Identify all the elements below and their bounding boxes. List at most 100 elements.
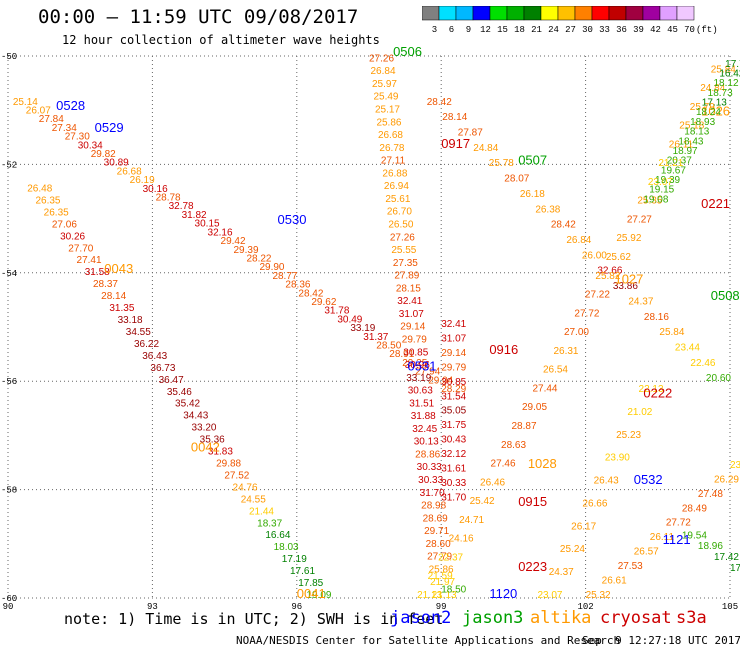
scale-tick-label: 6 (449, 25, 454, 34)
swh-value-label: 28.86 (415, 449, 440, 460)
swh-value-label: 31.58 (85, 267, 110, 278)
swh-value-label: 26.17 (571, 521, 596, 532)
x-tick-label: 102 (577, 602, 593, 610)
mission-cryosat: cryosat (600, 608, 672, 628)
swh-value-label: 31.54 (441, 391, 466, 402)
y-tick-label: -58 (1, 486, 17, 496)
swh-value-label: 31.88 (411, 411, 436, 422)
pass-id-label: 0917 (441, 136, 470, 151)
swh-value-label: 25.23 (616, 430, 641, 441)
swh-value-label: 30.16 (143, 184, 168, 195)
swh-value-label: 26.35 (35, 195, 60, 206)
swh-value-label: 27.44 (532, 383, 557, 394)
swh-value-label: 23.90 (605, 453, 630, 464)
swh-value-label: 19.09 (306, 590, 331, 601)
pass-id-label: 0531 (408, 358, 437, 373)
swh-value-label: 34.43 (183, 411, 208, 422)
scale-tick-label: 9 (466, 25, 471, 34)
swh-value-label: 17.85 (298, 578, 323, 589)
pass-id-label: 0043 (104, 261, 133, 276)
swh-value-label: 26.84 (370, 66, 395, 77)
swh-value-label: 25.24 (560, 544, 585, 555)
swh-value-label: 24.55 (241, 494, 266, 505)
swh-value-label: 25.14 (13, 97, 38, 108)
swh-value-label: 24.84 (473, 143, 498, 154)
swh-value-label: 17.42 (714, 552, 739, 563)
swh-value-label: 21.21 (658, 158, 683, 169)
swh-value-label: 29.14 (400, 322, 425, 333)
scale-tick-label: 3 (432, 25, 437, 34)
x-tick-label: 90 (3, 602, 14, 610)
swh-value-label: 33.86 (613, 281, 638, 292)
swh-value-label: 31.70 (420, 488, 445, 499)
swh-value-label: 33.20 (191, 423, 216, 434)
swh-value-label: 16.42 (719, 69, 740, 80)
swh-value-label: 19.15 (649, 185, 674, 196)
swh-value-label: 18.73 (708, 88, 733, 99)
swh-value-label: 23.07 (648, 177, 673, 188)
swh-value-label: 26.57 (634, 547, 659, 558)
mission-jason2: jason2 (390, 608, 452, 628)
swh-value-label: 36.47 (159, 375, 184, 386)
swh-value-label: 18.12 (713, 78, 738, 89)
swh-value-label: 27.30 (65, 132, 90, 143)
swh-value-label: 26.38 (535, 204, 560, 215)
swh-value-label: 25.35 (637, 196, 662, 207)
generated-timestamp: Sep 9 12:27:18 UTC 2017 (582, 634, 740, 647)
swh-value-label: 18.13 (684, 127, 709, 138)
swh-value-label: 18.03 (274, 542, 299, 553)
swh-value-label: 27.00 (564, 327, 589, 338)
swh-value-label: 32.41 (397, 296, 422, 307)
swh-value-label: 21.02 (627, 407, 652, 418)
swh-value-label: 26.94 (384, 181, 409, 192)
swh-value-label: 28.29 (441, 384, 466, 395)
footer-note: note: 1) Time is in UTC; 2) SWH is in fe… (64, 610, 444, 628)
swh-value-label: 33.19 (406, 373, 431, 384)
swh-value-label: 18.97 (673, 146, 698, 157)
swh-value-label: 30.26 (60, 231, 85, 242)
swh-value-label: 35.05 (441, 406, 466, 417)
swh-value-label: 26.88 (382, 168, 407, 179)
swh-value-label: 36.73 (150, 363, 175, 374)
y-tick-label: -54 (1, 269, 17, 279)
swh-value-label: 21.97 (430, 577, 455, 588)
scale-tick-label: 36 (616, 25, 627, 34)
x-tick-label: 99 (436, 602, 447, 610)
swh-value-label: 28.42 (427, 97, 452, 108)
swh-value-label: 31.35 (109, 303, 134, 314)
swh-value-label: 30.33 (441, 478, 466, 489)
swh-value-label: 32.45 (412, 424, 437, 435)
x-tick-label: 96 (291, 602, 302, 610)
scale-swatch (676, 6, 695, 21)
pass-id-label: 0221 (701, 196, 730, 211)
swh-value-label: 35.46 (167, 387, 192, 398)
swh-value-label: 31.61 (441, 464, 466, 475)
swh-value-label: 32.66 (597, 266, 622, 277)
swh-value-label: 26.19 (130, 175, 155, 186)
swh-value-label: 30.85 (403, 347, 428, 358)
swh-value-label: 18.24 (696, 107, 721, 118)
swh-value-label: 31.07 (399, 309, 424, 320)
swh-value-label: 27.53 (618, 561, 643, 572)
swh-value-label: 22.46 (690, 358, 715, 369)
swh-value-label: 30.43 (441, 435, 466, 446)
swh-value-label: 25.32 (586, 590, 611, 601)
swh-value-label: 29.82 (91, 149, 116, 160)
swh-value-label: 36.22 (134, 339, 159, 350)
pass-id-label: 0506 (393, 44, 422, 59)
pass-id-label: 0222 (643, 385, 672, 400)
swh-value-label: 31.37 (363, 332, 388, 343)
swh-value-label: 27.84 (39, 114, 64, 125)
swh-value-label: 25.61 (385, 194, 410, 205)
swh-value-label: 30.96 (405, 360, 430, 371)
swh-value-label: 24.37 (628, 296, 653, 307)
swh-value-label: 24.16 (449, 534, 474, 545)
mission-altika: altika (530, 608, 592, 628)
pass-id-label: 0508 (711, 288, 740, 303)
swh-value-label: 24.76 (233, 482, 258, 493)
swh-value-label: 29.05 (522, 402, 547, 413)
swh-value-label: 17.19 (282, 554, 307, 565)
swh-value-label: 32.16 (208, 227, 233, 238)
swh-value-label: 25.49 (373, 92, 398, 103)
swh-value-label: 26.50 (388, 220, 413, 231)
